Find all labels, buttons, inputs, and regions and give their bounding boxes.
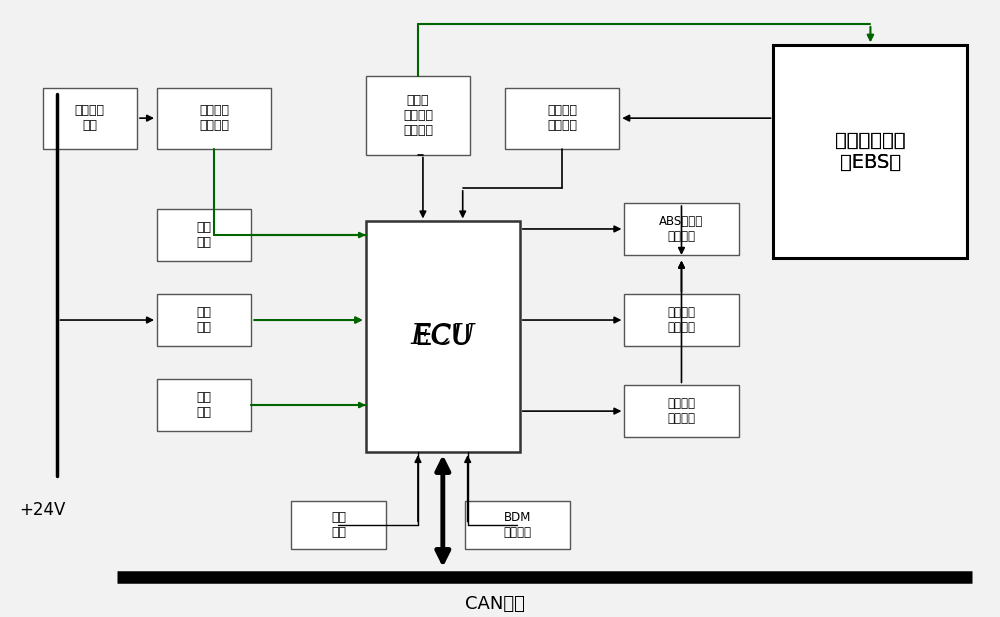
- Text: CAN总线: CAN总线: [465, 595, 525, 613]
- Bar: [157, 294, 251, 346]
- Text: 后桥模块
驱动电路: 后桥模块 驱动电路: [667, 397, 695, 425]
- Text: 复位
电路: 复位 电路: [197, 391, 212, 419]
- Bar: [157, 88, 271, 149]
- Text: 前后轴
压力信号
处理电路: 前后轴 压力信号 处理电路: [403, 94, 433, 136]
- Bar: [291, 500, 386, 549]
- Bar: [624, 385, 739, 437]
- Bar: [465, 500, 570, 549]
- Bar: [43, 88, 137, 149]
- Text: 轮速信号
处理电路: 轮速信号 处理电路: [199, 104, 229, 132]
- Text: 踏板信号
处理电路: 踏板信号 处理电路: [547, 104, 577, 132]
- Text: 轮速模拟
电机: 轮速模拟 电机: [75, 104, 105, 132]
- Text: 时钟
电路: 时钟 电路: [197, 221, 212, 249]
- Bar: [624, 294, 739, 346]
- Text: 电控制动系统
（EBS）: 电控制动系统 （EBS）: [835, 131, 906, 172]
- Text: 电源
电路: 电源 电路: [197, 306, 212, 334]
- Text: 前桥模块
驱动电路: 前桥模块 驱动电路: [667, 306, 695, 334]
- Text: BDM
接口电路: BDM 接口电路: [503, 511, 531, 539]
- Bar: [157, 379, 251, 431]
- Bar: [773, 45, 967, 258]
- Bar: [366, 76, 470, 155]
- Text: ECU: ECU: [410, 323, 475, 350]
- Bar: [157, 209, 251, 261]
- Text: ECU: ECU: [414, 323, 471, 350]
- Text: 电控制动系统
（EBS）: 电控制动系统 （EBS）: [835, 131, 906, 172]
- Text: ABS电磁阀
驱动电路: ABS电磁阀 驱动电路: [659, 215, 704, 243]
- Text: +24V: +24V: [19, 500, 66, 519]
- Bar: [366, 222, 520, 452]
- Text: 滤波
电路: 滤波 电路: [331, 511, 346, 539]
- Bar: [505, 88, 619, 149]
- Bar: [624, 203, 739, 255]
